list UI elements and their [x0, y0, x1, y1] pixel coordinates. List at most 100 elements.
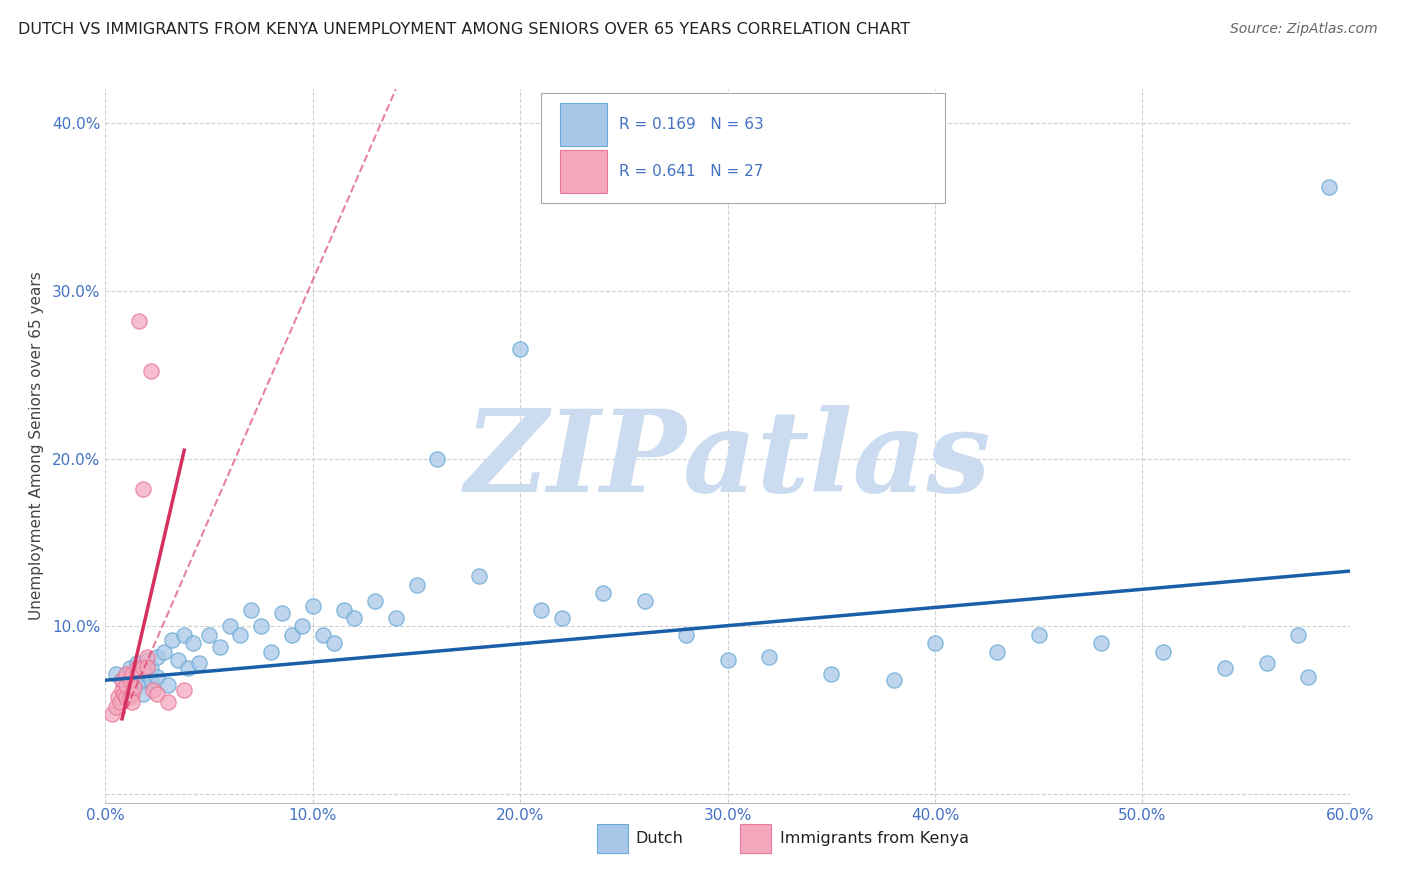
- Point: [120, 673, 142, 688]
- Point: [1215, 661, 1237, 675]
- Point: [218, 619, 242, 633]
- Point: [343, 611, 366, 625]
- Point: [135, 666, 157, 681]
- Point: [111, 673, 134, 688]
- Point: [160, 632, 183, 647]
- Point: [120, 661, 142, 675]
- FancyBboxPatch shape: [598, 824, 628, 853]
- Point: [301, 599, 323, 614]
- Point: [156, 678, 179, 692]
- Point: [125, 657, 148, 671]
- Point: [551, 611, 574, 625]
- Point: [146, 687, 169, 701]
- Point: [820, 666, 842, 681]
- Point: [107, 690, 129, 704]
- Point: [239, 603, 262, 617]
- Point: [1317, 179, 1340, 194]
- Point: [139, 364, 162, 378]
- Point: [181, 636, 204, 650]
- Point: [634, 594, 657, 608]
- FancyBboxPatch shape: [740, 824, 770, 853]
- Point: [125, 661, 148, 675]
- Point: [1028, 628, 1050, 642]
- Point: [924, 636, 946, 650]
- Y-axis label: Unemployment Among Seniors over 65 years: Unemployment Among Seniors over 65 years: [28, 272, 44, 620]
- Text: R = 0.641   N = 27: R = 0.641 N = 27: [620, 164, 763, 178]
- Point: [124, 680, 146, 694]
- Point: [1090, 636, 1112, 650]
- Point: [405, 577, 427, 591]
- Point: [1256, 657, 1278, 671]
- Point: [121, 695, 143, 709]
- Point: [112, 687, 135, 701]
- Point: [717, 653, 740, 667]
- Point: [156, 695, 179, 709]
- Point: [115, 678, 138, 692]
- Point: [250, 619, 273, 633]
- Point: [187, 657, 209, 671]
- Point: [530, 603, 553, 617]
- Text: Immigrants from Kenya: Immigrants from Kenya: [780, 831, 969, 846]
- Point: [426, 451, 449, 466]
- Point: [173, 628, 195, 642]
- Point: [132, 673, 155, 688]
- Point: [270, 606, 292, 620]
- Point: [333, 603, 356, 617]
- Point: [312, 628, 335, 642]
- Point: [177, 661, 200, 675]
- Point: [364, 594, 387, 608]
- FancyBboxPatch shape: [560, 150, 607, 193]
- Point: [152, 645, 174, 659]
- Point: [139, 673, 162, 688]
- Point: [139, 661, 162, 675]
- Text: R = 0.169   N = 63: R = 0.169 N = 63: [620, 118, 763, 132]
- Point: [229, 628, 252, 642]
- Point: [115, 666, 138, 681]
- Text: ZIPatlas: ZIPatlas: [464, 405, 991, 516]
- Point: [104, 666, 127, 681]
- FancyBboxPatch shape: [541, 93, 945, 203]
- Point: [167, 653, 190, 667]
- Point: [121, 666, 143, 681]
- Point: [115, 690, 138, 704]
- Point: [146, 649, 169, 664]
- Point: [291, 619, 314, 633]
- Point: [104, 700, 127, 714]
- Point: [115, 670, 138, 684]
- Text: DUTCH VS IMMIGRANTS FROM KENYA UNEMPLOYMENT AMONG SENIORS OVER 65 YEARS CORRELAT: DUTCH VS IMMIGRANTS FROM KENYA UNEMPLOYM…: [18, 22, 911, 37]
- Point: [135, 660, 157, 674]
- Point: [758, 649, 780, 664]
- Point: [281, 628, 304, 642]
- Point: [146, 670, 169, 684]
- Point: [986, 645, 1008, 659]
- Point: [108, 695, 131, 709]
- Point: [260, 645, 283, 659]
- Point: [198, 628, 221, 642]
- Point: [120, 683, 142, 698]
- Point: [1296, 670, 1319, 684]
- Point: [675, 628, 697, 642]
- Point: [592, 586, 614, 600]
- Point: [142, 683, 165, 698]
- Text: Source: ZipAtlas.com: Source: ZipAtlas.com: [1230, 22, 1378, 37]
- Point: [1286, 628, 1309, 642]
- Point: [111, 673, 134, 688]
- Point: [128, 314, 150, 328]
- Point: [509, 343, 531, 357]
- Point: [132, 661, 155, 675]
- Point: [121, 687, 143, 701]
- Point: [135, 649, 157, 664]
- Point: [322, 636, 344, 650]
- Point: [883, 673, 905, 688]
- Point: [125, 678, 148, 692]
- Point: [1152, 645, 1174, 659]
- Point: [100, 706, 122, 721]
- Point: [132, 482, 155, 496]
- Point: [385, 611, 408, 625]
- Point: [111, 683, 134, 698]
- Point: [120, 690, 142, 704]
- FancyBboxPatch shape: [560, 103, 607, 146]
- Point: [173, 683, 195, 698]
- Point: [135, 653, 157, 667]
- Text: Dutch: Dutch: [636, 831, 683, 846]
